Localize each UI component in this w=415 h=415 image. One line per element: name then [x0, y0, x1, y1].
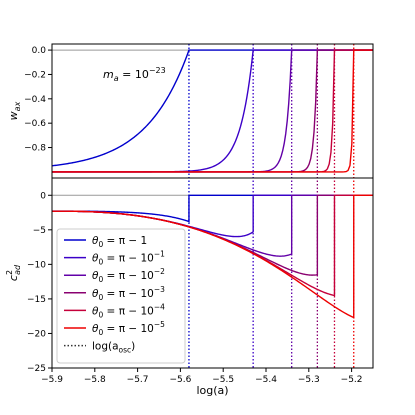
xtick-label: −5.4 — [255, 375, 277, 385]
xtick-label: −5.3 — [298, 375, 320, 385]
top-axes-frame — [51, 43, 374, 179]
mass-annotation: ma = 10−23 — [103, 66, 166, 83]
bottom-series-group — [52, 194, 373, 319]
top-ytick-label: −0.8 — [24, 144, 46, 154]
xtick-label: −5.8 — [84, 375, 106, 385]
top-ytick-label: −0.4 — [24, 95, 46, 105]
top-ytick-label: 0.0 — [32, 46, 47, 56]
legend-label-2: θ0 = π − 10−2 — [92, 267, 165, 284]
top-series-line-4 — [52, 49, 373, 173]
xlabel: log(a) — [196, 384, 228, 397]
bottom-ytick-label: 0 — [40, 191, 46, 201]
top-series-group — [52, 49, 373, 173]
top-ylabel: wax — [7, 101, 22, 120]
bottom-ytick-label: −10 — [27, 260, 46, 270]
legend-label-6: log(aosc) — [92, 341, 135, 355]
bottom-series-line-0 — [52, 194, 373, 223]
xtick-label: −5.6 — [169, 375, 191, 385]
bottom-ytick-label: −15 — [27, 295, 46, 305]
legend-label-3: θ0 = π − 10−3 — [92, 285, 165, 302]
legend-label-1: θ0 = π − 10−1 — [92, 250, 165, 267]
top-series-line-5 — [52, 49, 373, 173]
bottom-ytick-label: −5 — [33, 226, 46, 236]
bottom-series-line-5 — [52, 194, 373, 319]
bottom-ylabel: c2ad — [5, 264, 22, 281]
legend-label-4: θ0 = π − 10−4 — [92, 302, 165, 319]
top-series-line-2 — [52, 49, 373, 173]
bottom-ytick-label: −25 — [27, 364, 46, 374]
legend-box — [56, 228, 186, 364]
top-series-line-3 — [52, 49, 373, 173]
top-ytick-label: −0.6 — [24, 119, 46, 129]
legend-label-0: θ0 = π − 1 — [92, 235, 147, 249]
legend-label-5: θ0 = π − 10−5 — [92, 320, 165, 337]
top-series-line-0 — [52, 49, 373, 167]
xtick-label: −5.9 — [41, 375, 63, 385]
top-ytick-label: −0.2 — [24, 70, 46, 80]
bottom-axes-frame — [51, 177, 374, 369]
xtick-label: −5.2 — [341, 375, 363, 385]
bottom-ytick-label: −20 — [27, 329, 46, 339]
legend: θ0 = π − 1θ0 = π − 10−1θ0 = π − 10−2θ0 =… — [56, 228, 186, 364]
xtick-label: −5.7 — [127, 375, 149, 385]
xtick-label: −5.5 — [212, 375, 234, 385]
top-series-line-1 — [52, 49, 373, 173]
